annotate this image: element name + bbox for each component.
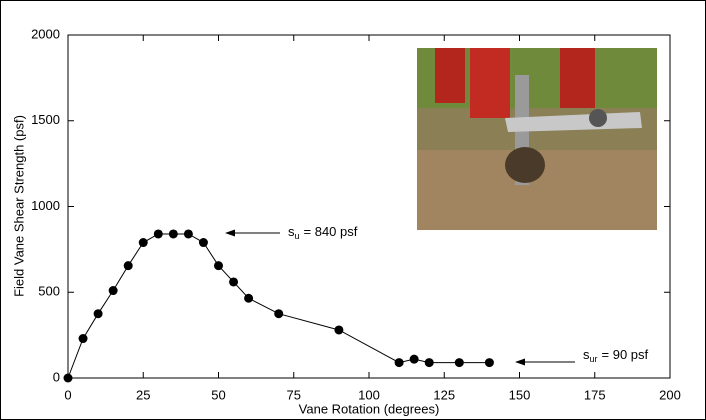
y-tick-label: 500 [38, 284, 60, 299]
photo-machine [560, 48, 595, 108]
photo-hole [505, 147, 545, 183]
photo-machine [435, 48, 465, 103]
data-point [484, 358, 494, 368]
x-tick-label: 100 [358, 387, 380, 402]
annotation-text: sur = 90 psf [583, 347, 649, 364]
data-point [244, 293, 254, 303]
data-point [198, 238, 208, 248]
data-point [183, 229, 193, 239]
annotation-text: su = 840 psf [288, 224, 358, 241]
annotation-subscript: u [295, 231, 300, 241]
x-tick-label: 125 [433, 387, 455, 402]
data-point [229, 277, 239, 287]
x-tick-label: 75 [287, 387, 301, 402]
annotation-subscript: ur [590, 354, 598, 364]
annotation-arrowhead [515, 358, 525, 366]
x-tick-label: 50 [211, 387, 225, 402]
y-tick-label: 1000 [31, 198, 60, 213]
data-point [168, 229, 178, 239]
photo-torque-arm [505, 112, 642, 132]
y-tick-label: 1500 [31, 112, 60, 127]
annotation: su = 840 psf [225, 224, 358, 241]
data-point [63, 373, 73, 383]
data-point [108, 286, 118, 296]
data-point [93, 309, 103, 319]
data-point [138, 238, 148, 248]
annotation-symbol: s [583, 347, 590, 362]
data-point [454, 358, 464, 368]
x-tick-label: 25 [136, 387, 150, 402]
x-axis-label: Vane Rotation (degrees) [299, 401, 440, 416]
x-tick-label: 175 [584, 387, 606, 402]
annotation-value: = 90 psf [602, 347, 649, 362]
data-point [394, 358, 404, 368]
y-axis-label: Field Vane Shear Strength (psf) [11, 115, 26, 297]
y-tick-label: 2000 [31, 26, 60, 41]
data-point [214, 261, 223, 271]
annotation: sur = 90 psf [515, 347, 649, 366]
data-point [78, 334, 88, 344]
data-point [424, 358, 434, 368]
photo-gauge [589, 109, 607, 127]
y-tick-label: 0 [53, 369, 60, 384]
x-tick-label: 0 [64, 387, 71, 402]
annotation-symbol: s [288, 224, 295, 239]
annotation-arrowhead [225, 229, 235, 237]
data-point [334, 325, 344, 335]
x-tick-label: 200 [659, 387, 681, 402]
photo-machine [470, 48, 510, 118]
photo-inset [417, 48, 657, 230]
data-point [274, 309, 284, 319]
annotation-value: = 840 psf [304, 224, 358, 239]
x-tick-label: 150 [509, 387, 531, 402]
data-point [123, 261, 133, 271]
data-point [409, 354, 419, 364]
data-point [153, 229, 163, 239]
